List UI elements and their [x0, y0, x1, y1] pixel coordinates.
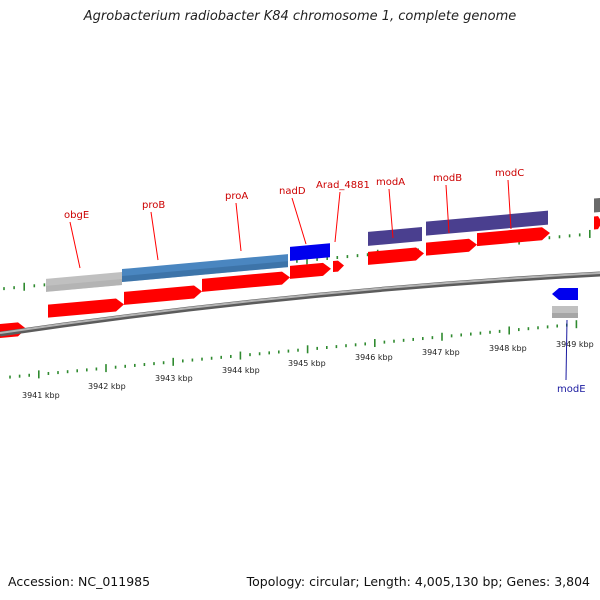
modA-cds-arrow [368, 247, 424, 265]
proB-leader-line [150, 211, 159, 261]
modE-leader-line [565, 319, 568, 381]
map-title: Agrobacterium radiobacter K84 chromosome… [83, 9, 517, 24]
modB-leader-line [445, 184, 450, 234]
obgE-gene-label: obgE [64, 210, 89, 221]
modA-gene-bar [368, 227, 422, 246]
kbp-scale-label: 3946 kbp [355, 353, 393, 362]
kbp-scale-label: 3948 kbp [489, 344, 527, 353]
modC-gene-label: modC [495, 168, 524, 179]
modE-gene-bar-shade [552, 313, 578, 318]
Arad_4881-cds-arrow [333, 260, 344, 273]
proA-gene-label: proA [225, 191, 248, 202]
obgE-leader-line [69, 221, 81, 269]
nadD-gene-bar [290, 243, 330, 261]
modC-cds-arrow [477, 227, 550, 247]
modB-gene-label: modB [433, 173, 462, 184]
lower-tick-ruler [9, 320, 578, 379]
kbp-scale-label: 3945 kbp [288, 359, 326, 368]
modE-gene-label: modE [557, 384, 586, 395]
gene-labels: obgE proB proA nadD Arad_4881 modA modB modC mod… [64, 168, 586, 395]
modC-leader-line [507, 179, 512, 230]
cds-track [0, 216, 600, 338]
next-cds-arrow [594, 216, 600, 230]
modA-gene-label: modA [376, 177, 405, 188]
nadD-leader-line [291, 197, 307, 245]
modB-modC-gene-bar [426, 210, 548, 236]
Arad_4881-leader-line [334, 191, 341, 243]
proA-cds-arrow [202, 271, 290, 292]
feature-track [46, 198, 600, 292]
kbp-scale-label: 3942 kbp [88, 382, 126, 391]
kbp-scale-label: 3947 kbp [422, 348, 460, 357]
kbp-scale-label: 3944 kbp [222, 366, 260, 375]
backbone-line [0, 271, 600, 337]
chromosome-backbone [0, 271, 600, 337]
accession-text: Accession: NC_011985 [8, 574, 151, 589]
genome-summary-text: Topology: circular; Length: 4,005,130 bp… [246, 574, 590, 589]
proB-cds-arrow [124, 285, 202, 305]
modB-cds-arrow [426, 238, 477, 256]
proB-proA-gene-bar-shade [122, 261, 288, 283]
proB-gene-label: proB [142, 200, 165, 211]
nadD-gene-label: nadD [279, 186, 306, 197]
kbp-scale-label: 3941 kbp [22, 391, 60, 400]
modE-cds-arrow [552, 288, 578, 300]
reverse-strand-track [552, 288, 578, 318]
kbp-scale-labels: 3941 kbp 3942 kbp 3943 kbp 3944 kbp 3945 kbp… [22, 340, 594, 400]
proB-proA-gene-bar [122, 254, 288, 283]
next-gene-bar [594, 198, 600, 213]
obgE-cds-arrow [48, 298, 124, 318]
kbp-scale-label: 3943 kbp [155, 374, 193, 383]
nadD-cds-arrow [290, 262, 331, 279]
obgE-gene-bar-shade [46, 279, 122, 292]
modA-leader-line [388, 188, 394, 239]
proA-leader-line [235, 202, 242, 252]
kbp-scale-label: 3949 kbp [556, 340, 594, 349]
backbone-highlight [0, 272, 600, 334]
Arad_4881-gene-label: Arad_4881 [316, 180, 370, 191]
